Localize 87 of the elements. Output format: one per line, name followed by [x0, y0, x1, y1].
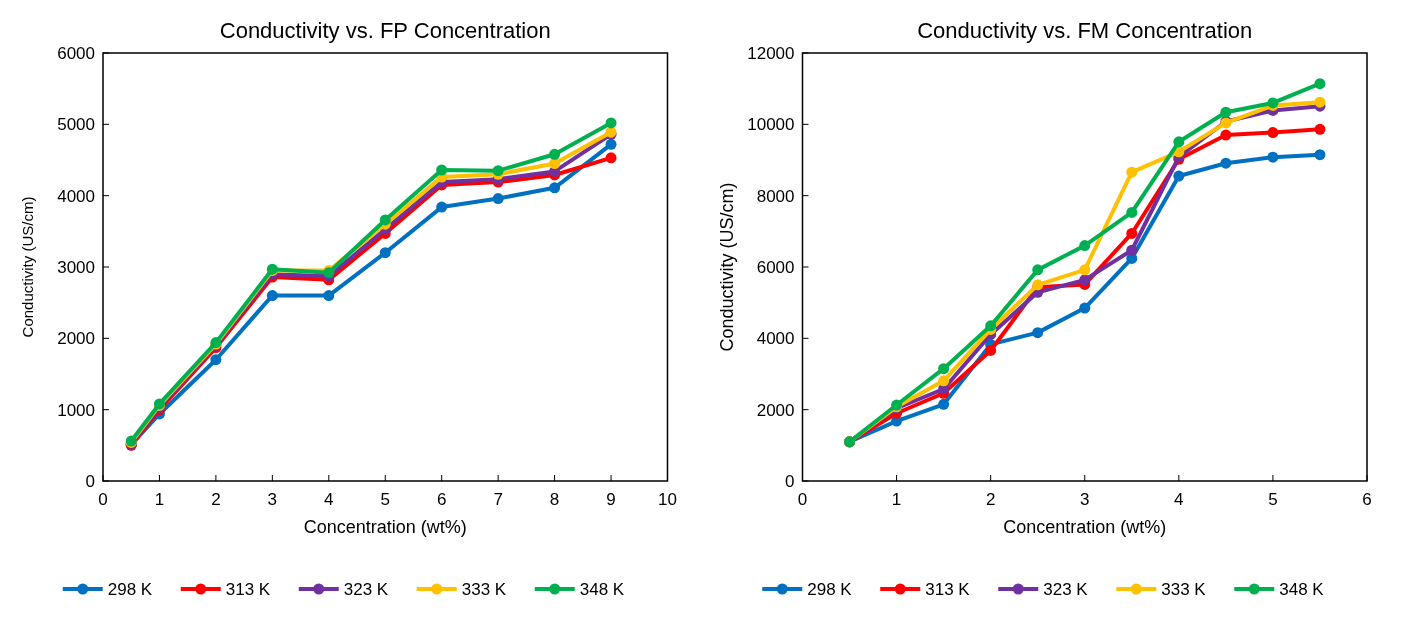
point	[1220, 129, 1232, 141]
point	[323, 290, 335, 302]
point	[549, 148, 561, 160]
y-tick-label: 10000	[747, 115, 795, 135]
point	[436, 164, 448, 176]
x-tick-label: 1	[154, 490, 165, 509]
x-tick-label: 2	[985, 490, 996, 509]
point	[1220, 157, 1232, 169]
point	[1032, 327, 1044, 339]
x-tick-label: 6	[1362, 490, 1372, 509]
x-tick-label: 5	[380, 490, 390, 509]
chart-title: Conductivity vs. FP Concentration	[219, 18, 551, 43]
legend-label: 298 K	[107, 579, 153, 599]
point	[1267, 127, 1279, 139]
y-tick-label: 2000	[756, 400, 795, 420]
x-axis-title: Concentration (wt%)	[1003, 517, 1167, 537]
point	[1079, 264, 1091, 276]
y-tick-label: 3000	[57, 257, 95, 277]
point	[1173, 170, 1185, 182]
point	[266, 290, 278, 302]
y-tick-label: 6000	[756, 257, 795, 277]
x-tick-label: 3	[1080, 490, 1090, 509]
x-tick-label: 1	[891, 490, 902, 509]
y-tick-label: 12000	[747, 43, 795, 63]
y-tick-label: 1000	[57, 400, 95, 420]
point	[379, 214, 391, 226]
point	[1126, 227, 1138, 239]
y-tick-label: 4000	[756, 329, 795, 349]
point	[938, 363, 950, 375]
legend-label: 348 K	[579, 579, 625, 599]
point	[492, 193, 504, 205]
x-tick-label: 4	[324, 490, 334, 509]
legend-label: 333 K	[1161, 579, 1207, 599]
x-axis-title: Concentration (wt%)	[303, 517, 467, 537]
x-tick-label: 8	[549, 490, 560, 509]
x-tick-label: 2	[211, 490, 221, 509]
y-axis-title: Conductivity (US/cm)	[19, 196, 36, 338]
x-tick-label: 3	[267, 490, 278, 509]
point	[1314, 123, 1326, 135]
point	[1032, 264, 1044, 276]
x-tick-label: 0	[98, 490, 108, 509]
point	[1220, 106, 1232, 118]
x-tick-label: 4	[1174, 490, 1184, 509]
legend-label: 313 K	[925, 579, 971, 599]
point	[1267, 151, 1279, 163]
x-tick-label: 0	[797, 490, 808, 509]
y-axis-title: Conductivity (US/cm)	[716, 182, 737, 352]
legend-label: 333 K	[461, 579, 507, 599]
point	[1079, 240, 1091, 252]
point	[1079, 274, 1091, 286]
y-tick-label: 4000	[57, 186, 95, 206]
legend-label: 348 K	[1279, 579, 1325, 599]
point	[605, 152, 617, 164]
y-tick-label: 8000	[756, 186, 795, 206]
point	[549, 158, 561, 170]
legend-label: 298 K	[807, 579, 853, 599]
x-tick-label: 5	[1268, 490, 1278, 509]
point	[605, 138, 617, 150]
point	[1314, 78, 1326, 90]
x-tick-label: 10	[658, 490, 677, 509]
y-tick-label: 2000	[57, 329, 95, 349]
x-tick-label: 9	[606, 490, 616, 509]
point	[1126, 166, 1138, 178]
point	[1314, 149, 1326, 161]
legend-label: 323 K	[343, 579, 389, 599]
point	[985, 344, 997, 356]
point	[938, 375, 950, 387]
point	[436, 201, 448, 213]
point	[605, 117, 617, 129]
legend-label: 323 K	[1043, 579, 1089, 599]
y-tick-label: 5000	[57, 115, 95, 135]
x-tick-label: 7	[493, 490, 503, 509]
y-tick-label: 0	[785, 471, 795, 491]
point	[1126, 244, 1138, 256]
point	[210, 354, 222, 366]
point	[1173, 136, 1185, 148]
y-tick-label: 6000	[57, 43, 95, 63]
y-tick-label: 0	[85, 471, 95, 491]
point	[938, 398, 950, 410]
legend-label: 313 K	[225, 579, 271, 599]
point	[549, 182, 561, 194]
point	[1314, 96, 1326, 108]
point	[1126, 206, 1138, 218]
x-tick-label: 6	[436, 490, 447, 509]
chart-title: Conductivity vs. FM Concentration	[917, 18, 1253, 43]
point	[1079, 302, 1091, 314]
point	[379, 247, 391, 259]
